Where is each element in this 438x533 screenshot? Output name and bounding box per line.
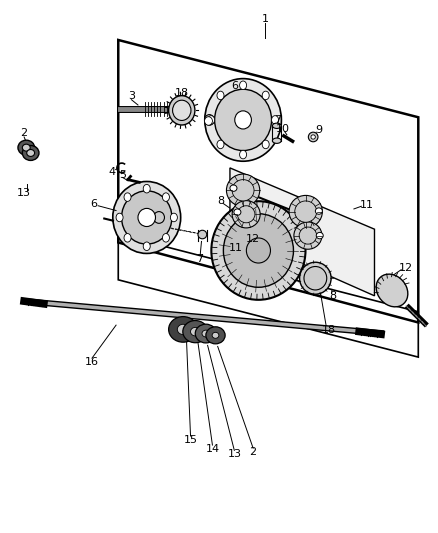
Ellipse shape xyxy=(315,208,322,214)
Circle shape xyxy=(262,91,269,100)
Circle shape xyxy=(124,233,131,242)
Circle shape xyxy=(162,193,170,201)
Ellipse shape xyxy=(316,232,323,239)
Ellipse shape xyxy=(311,135,315,139)
Text: 7: 7 xyxy=(274,115,281,125)
Ellipse shape xyxy=(234,209,241,215)
Ellipse shape xyxy=(308,132,318,142)
Ellipse shape xyxy=(272,123,281,128)
Ellipse shape xyxy=(122,191,172,244)
Ellipse shape xyxy=(232,200,260,228)
Ellipse shape xyxy=(206,327,225,344)
Text: 6: 6 xyxy=(91,199,98,209)
Text: 1: 1 xyxy=(261,14,268,23)
Ellipse shape xyxy=(205,78,281,161)
Ellipse shape xyxy=(18,140,35,155)
Ellipse shape xyxy=(235,111,251,129)
Text: 3: 3 xyxy=(128,91,135,101)
Ellipse shape xyxy=(237,206,255,223)
Circle shape xyxy=(240,150,247,159)
Ellipse shape xyxy=(154,212,165,223)
Polygon shape xyxy=(230,168,374,296)
Ellipse shape xyxy=(205,115,214,125)
Ellipse shape xyxy=(211,201,305,300)
Ellipse shape xyxy=(113,181,180,254)
Text: 10: 10 xyxy=(276,124,290,134)
Text: 5: 5 xyxy=(119,170,126,180)
Circle shape xyxy=(124,193,131,201)
Circle shape xyxy=(217,91,224,100)
Ellipse shape xyxy=(183,320,208,343)
Text: 13: 13 xyxy=(227,449,241,459)
Ellipse shape xyxy=(299,227,317,244)
Circle shape xyxy=(143,184,150,193)
Text: 12: 12 xyxy=(246,234,260,244)
Text: 2: 2 xyxy=(250,447,257,457)
Ellipse shape xyxy=(294,222,322,249)
Circle shape xyxy=(272,116,279,124)
Ellipse shape xyxy=(22,146,39,160)
Ellipse shape xyxy=(376,274,408,307)
Ellipse shape xyxy=(289,196,322,228)
Text: 4: 4 xyxy=(108,167,115,176)
Text: 13: 13 xyxy=(17,188,31,198)
Circle shape xyxy=(240,81,247,90)
Ellipse shape xyxy=(173,100,191,120)
Text: 9: 9 xyxy=(315,125,322,135)
Text: 14: 14 xyxy=(205,444,219,454)
Text: 15: 15 xyxy=(184,435,198,445)
Ellipse shape xyxy=(195,324,216,343)
Ellipse shape xyxy=(215,90,272,150)
Ellipse shape xyxy=(246,238,270,263)
Text: 11: 11 xyxy=(229,243,243,253)
Text: 16: 16 xyxy=(85,358,99,367)
Circle shape xyxy=(170,213,177,222)
Ellipse shape xyxy=(230,185,237,191)
Text: 7: 7 xyxy=(196,254,203,263)
Ellipse shape xyxy=(212,333,219,338)
Ellipse shape xyxy=(304,266,327,290)
Ellipse shape xyxy=(177,324,189,335)
Ellipse shape xyxy=(169,95,195,125)
Text: 18: 18 xyxy=(175,88,189,98)
Ellipse shape xyxy=(205,117,212,125)
Circle shape xyxy=(262,140,269,149)
Ellipse shape xyxy=(272,138,281,143)
Ellipse shape xyxy=(232,180,254,201)
Text: 6: 6 xyxy=(231,82,238,91)
Ellipse shape xyxy=(223,214,293,287)
Ellipse shape xyxy=(22,144,30,151)
Ellipse shape xyxy=(169,317,198,342)
Text: 8: 8 xyxy=(218,197,225,206)
Circle shape xyxy=(116,213,123,222)
Ellipse shape xyxy=(138,208,155,227)
Ellipse shape xyxy=(27,150,35,157)
Ellipse shape xyxy=(202,330,210,337)
Text: 11: 11 xyxy=(360,200,374,210)
Ellipse shape xyxy=(295,201,317,222)
Ellipse shape xyxy=(191,327,200,336)
Text: 18: 18 xyxy=(322,326,336,335)
Circle shape xyxy=(217,140,224,149)
Circle shape xyxy=(208,116,215,124)
Ellipse shape xyxy=(198,230,207,239)
Text: 12: 12 xyxy=(399,263,413,273)
Ellipse shape xyxy=(226,174,260,206)
Ellipse shape xyxy=(300,262,331,294)
Text: 8: 8 xyxy=(329,291,336,301)
Circle shape xyxy=(162,233,170,242)
Text: 2: 2 xyxy=(21,128,28,138)
Circle shape xyxy=(143,242,150,251)
